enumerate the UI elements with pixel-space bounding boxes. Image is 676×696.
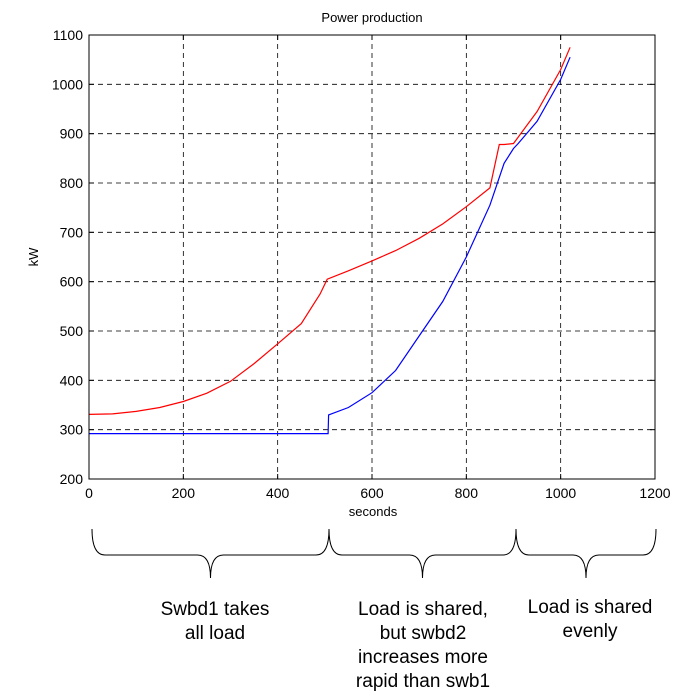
- y-tick-label: 200: [60, 471, 84, 487]
- x-tick-label: 0: [85, 485, 93, 501]
- x-tick-label: 200: [172, 485, 196, 501]
- annotation-line: Load is shared,: [358, 599, 488, 620]
- annotation-line: but swbd2: [379, 623, 467, 644]
- x-tick-label: 400: [266, 485, 290, 501]
- brace-shared: [328, 528, 517, 579]
- annotation-line: all load: [184, 623, 246, 644]
- annotation-line: Load is shared: [527, 597, 653, 618]
- x-axis-label: seconds: [349, 504, 398, 519]
- x-tick-label: 1000: [545, 485, 576, 501]
- annotation-line: rapid than swb1: [355, 671, 491, 692]
- y-tick-label: 1100: [53, 27, 83, 43]
- y-tick-label: 1000: [52, 76, 83, 92]
- brace-even: [515, 528, 657, 579]
- annotation-swbd1: Swbd1 takes all load: [130, 598, 300, 646]
- annotation-line: increases more: [358, 647, 488, 668]
- y-tick-label: 300: [60, 422, 84, 438]
- brace-swbd1: [91, 528, 330, 579]
- y-axis-label: kW: [26, 247, 41, 267]
- x-tick-label: 600: [360, 485, 384, 501]
- y-tick-label: 800: [60, 175, 84, 191]
- x-tick-label: 800: [455, 485, 479, 501]
- series-line-2: [89, 56, 571, 435]
- chart-title: Power production: [321, 10, 422, 25]
- x-tick-label: 1200: [639, 485, 670, 501]
- y-tick-label: 500: [60, 323, 84, 339]
- y-tick-label: 400: [60, 372, 84, 388]
- y-tick-label: 900: [60, 126, 84, 142]
- annotation-even: Load is shared evenly: [515, 596, 665, 644]
- series-line-1: [88, 47, 571, 415]
- y-tick-label: 700: [60, 224, 84, 240]
- annotation-line: evenly: [562, 621, 618, 642]
- y-tick-label: 600: [60, 274, 84, 290]
- annotation-line: Swbd1 takes: [160, 599, 270, 620]
- annotation-shared: Load is shared, but swbd2 increases more…: [333, 598, 513, 694]
